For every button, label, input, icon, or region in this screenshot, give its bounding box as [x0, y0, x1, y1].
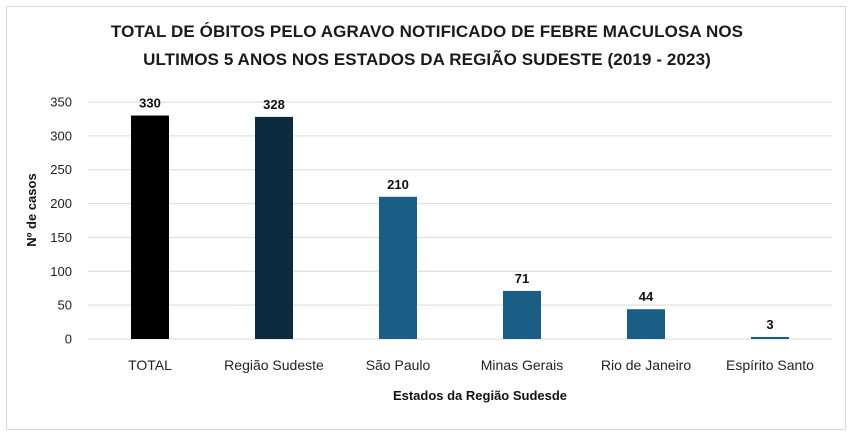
bar-1 — [255, 116, 293, 339]
data-label-2: 210 — [387, 177, 409, 192]
data-label-0: 330 — [139, 96, 161, 111]
y-tick-label-150: 150 — [50, 230, 72, 245]
x-axis-title: Estados da Região Sudesde — [393, 388, 567, 403]
category-label-5: Espírito Santo — [726, 357, 814, 373]
y-tick-labels: 0 50 100 150 200 250 300 350 — [50, 95, 72, 347]
category-label-0: TOTAL — [128, 357, 172, 373]
y-tick-label-250: 250 — [50, 162, 72, 177]
y-tick-label-50: 50 — [58, 298, 72, 313]
chart-title-line-2: ULTIMOS 5 ANOS NOS ESTADOS DA REGIÃO SUD… — [143, 50, 711, 69]
bar-4 — [627, 309, 665, 339]
y-tick-label-300: 300 — [50, 128, 72, 143]
y-tick-label-100: 100 — [50, 264, 72, 279]
data-label-4: 44 — [639, 289, 654, 304]
category-label-3: Minas Gerais — [481, 357, 563, 373]
chart-title: TOTAL DE ÓBITOS PELO AGRAVO NOTIFICADO D… — [0, 18, 854, 74]
category-label-2: São Paulo — [366, 357, 431, 373]
y-tick-label-350: 350 — [50, 95, 72, 110]
bar-0 — [131, 115, 169, 340]
gridlines — [88, 101, 832, 340]
y-axis-title: Nº de casos — [24, 173, 39, 246]
data-labels: 330 328 210 71 44 3 — [139, 96, 773, 332]
category-label-1: Região Sudeste — [224, 357, 324, 373]
y-tick-label-0: 0 — [65, 332, 72, 347]
bar-2 — [379, 196, 417, 339]
data-label-1: 328 — [263, 97, 285, 112]
bar-5 — [751, 336, 789, 339]
category-label-4: Rio de Janeiro — [601, 357, 691, 373]
data-label-5: 3 — [766, 317, 773, 332]
data-label-3: 71 — [515, 271, 529, 286]
category-labels: TOTAL Região Sudeste São Paulo Minas Gerais… — [128, 357, 814, 373]
bar-3 — [503, 290, 541, 339]
bars — [131, 115, 789, 340]
chart-title-line-1: TOTAL DE ÓBITOS PELO AGRAVO NOTIFICADO D… — [110, 22, 744, 41]
y-tick-label-200: 200 — [50, 196, 72, 211]
